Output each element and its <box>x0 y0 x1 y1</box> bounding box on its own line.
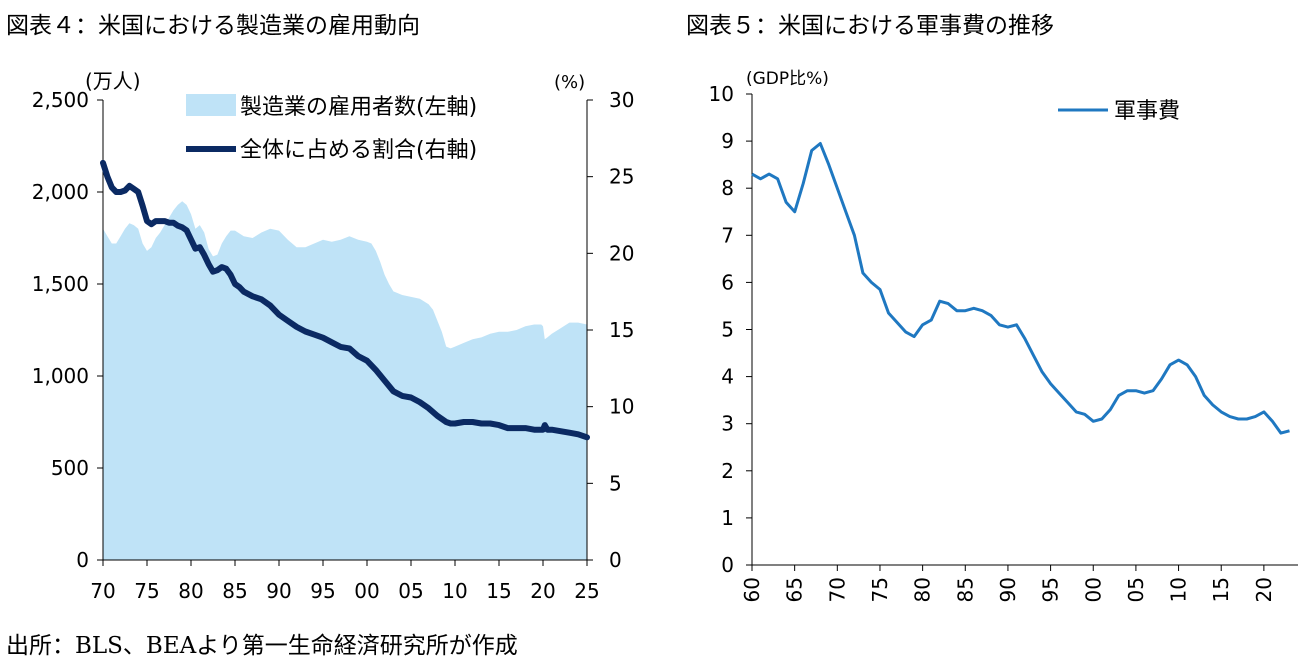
y-tick-label: 3 <box>721 412 734 436</box>
y-tick-label: 5 <box>721 318 734 342</box>
x-tick-label: 80 <box>178 579 203 603</box>
y-tick-label: 2 <box>721 459 734 483</box>
x-tick-label: 20 <box>1252 577 1276 602</box>
left-y-tick-label: 2,000 <box>32 180 89 204</box>
military-spending-line <box>751 142 1290 435</box>
employment-area <box>103 201 587 560</box>
legend-label-military: 軍事費 <box>1114 99 1180 124</box>
right-y-tick-label: 25 <box>609 165 634 189</box>
left-y-tick-label: 1,000 <box>32 364 89 388</box>
x-tick-label: 85 <box>953 577 977 602</box>
y-tick-label: 1 <box>721 506 734 530</box>
x-tick-label: 70 <box>825 577 849 602</box>
x-tick-label: 90 <box>266 579 291 603</box>
x-tick-label: 00 <box>1081 577 1105 602</box>
x-tick-label: 15 <box>486 579 511 603</box>
right-y-tick-label: 15 <box>609 318 634 342</box>
share-line <box>100 159 590 441</box>
right-y-tick-label: 5 <box>609 471 622 495</box>
y-tick-label: 9 <box>721 129 734 153</box>
x-tick-label: 15 <box>1209 577 1233 602</box>
y-tick-label: 6 <box>721 270 734 294</box>
right-y-tick-label: 0 <box>609 548 622 572</box>
x-tick-label: 75 <box>134 579 159 603</box>
x-tick-label: 75 <box>868 577 892 602</box>
x-tick-label: 95 <box>1039 577 1063 602</box>
right-axis-label: (%) <box>554 72 585 93</box>
figure5-title: 図表５：米国における軍事費の推移 <box>686 13 1054 39</box>
y-tick-label: 8 <box>721 176 734 200</box>
x-tick-label: 05 <box>1124 577 1148 602</box>
legend-swatch-employment <box>186 94 236 116</box>
right-y-tick-label: 10 <box>609 395 634 419</box>
y-axis-label: (GDP比%) <box>746 69 829 89</box>
y-tick-label: 0 <box>721 553 734 577</box>
left-axis-label: (万人) <box>85 69 141 93</box>
y-tick-label: 10 <box>709 82 734 106</box>
x-tick-label: 85 <box>222 579 247 603</box>
x-tick-label: 25 <box>574 579 599 603</box>
x-tick-label: 70 <box>90 579 115 603</box>
x-tick-label: 65 <box>783 577 807 602</box>
left-y-tick-label: 2,500 <box>32 88 89 112</box>
right-y-tick-label: 30 <box>609 88 634 112</box>
left-y-tick-label: 500 <box>51 456 89 480</box>
x-tick-label: 60 <box>740 577 764 602</box>
source-note: 出所：BLS、BEAより第一生命経済研究所が作成 <box>6 633 518 659</box>
left-y-tick-label: 1,500 <box>32 272 89 296</box>
x-tick-label: 20 <box>530 579 555 603</box>
legend-label-employment: 製造業の雇用者数(左軸) <box>240 95 477 120</box>
x-tick-label: 00 <box>354 579 379 603</box>
y-tick-label: 4 <box>721 365 734 389</box>
x-tick-label: 80 <box>911 577 935 602</box>
x-tick-label: 95 <box>310 579 335 603</box>
x-tick-label: 10 <box>1167 577 1191 602</box>
legend-label-share: 全体に占める割合(右軸) <box>240 138 477 163</box>
x-tick-label: 05 <box>398 579 423 603</box>
y-tick-label: 7 <box>721 223 734 247</box>
x-tick-label: 10 <box>442 579 467 603</box>
left-y-tick-label: 0 <box>76 548 89 572</box>
x-tick-label: 90 <box>996 577 1020 602</box>
figure4-title: 図表４：米国における製造業の雇用動向 <box>6 13 420 39</box>
right-y-tick-label: 20 <box>609 241 634 265</box>
